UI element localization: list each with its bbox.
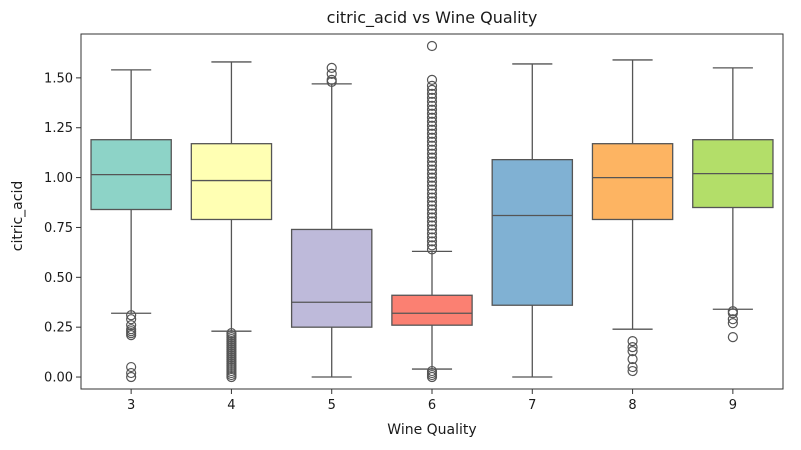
outlier-point	[126, 361, 137, 373]
outlier-point	[426, 152, 438, 163]
outlier-point	[426, 196, 438, 207]
outlier-point	[727, 314, 738, 325]
outlier-point	[426, 220, 438, 231]
outlier-point	[426, 40, 438, 52]
x-tick-label: 3	[127, 398, 135, 413]
outlier-point	[426, 188, 438, 199]
y-tick-label: 0.25	[44, 321, 73, 336]
plot-area: 0.00 0.25 0.50 0.75 1.00 1.25 1.50 3 4 5 6 7 8 9	[44, 33, 784, 413]
outlier-point	[426, 365, 438, 377]
outlier-point	[426, 116, 438, 127]
outlier-point	[126, 320, 137, 331]
outlier-point	[426, 80, 438, 91]
outlier-point	[426, 74, 438, 85]
outlier-point	[426, 104, 438, 115]
y-tick-label: 1.00	[44, 171, 73, 186]
x-tick-label: 8	[628, 398, 636, 413]
outlier-point	[426, 240, 438, 251]
outlier-point	[426, 136, 438, 147]
outlier-point	[426, 216, 438, 227]
x-tick-label: 4	[227, 398, 235, 413]
outlier-point	[126, 310, 137, 321]
outlier-point	[627, 353, 638, 365]
box-quality-6	[391, 294, 473, 326]
outlier-point	[426, 100, 438, 111]
outlier-point	[426, 224, 438, 235]
outlier-point	[426, 108, 438, 119]
outlier-point	[426, 132, 438, 143]
outlier-point	[426, 176, 438, 187]
outlier-point	[426, 236, 438, 247]
y-tick-label: 0.50	[44, 271, 73, 286]
outlier-point	[727, 332, 738, 343]
outlier-point	[426, 84, 438, 95]
outlier-point	[426, 160, 438, 171]
outlier-point	[426, 180, 438, 191]
outlier-point	[627, 365, 638, 377]
box-quality-5	[290, 228, 373, 328]
box-quality-8	[591, 143, 674, 221]
outlier-point	[126, 371, 137, 383]
outlier-point	[226, 371, 237, 383]
outlier-point	[126, 314, 137, 325]
y-axis-label: citric_acid	[10, 181, 26, 251]
outlier-point	[426, 156, 438, 167]
outlier-point	[426, 164, 438, 175]
outlier-point	[426, 232, 438, 243]
outlier-point	[126, 330, 137, 341]
y-tick-label: 1.25	[44, 121, 73, 136]
outlier-point	[426, 208, 438, 219]
outlier-point	[426, 148, 438, 159]
outlier-point	[727, 308, 738, 319]
x-axis-label: Wine Quality	[387, 422, 476, 438]
x-tick-label: 6	[428, 398, 436, 413]
outlier-point	[727, 318, 738, 329]
outlier-point	[426, 96, 438, 107]
outlier-point	[627, 346, 638, 357]
outlier-point	[426, 184, 438, 195]
outlier-point	[426, 144, 438, 155]
outlier-point	[426, 204, 438, 215]
outlier-point	[627, 361, 638, 373]
outlier-point	[426, 88, 438, 99]
box-quality-7	[491, 158, 574, 306]
outlier-point	[426, 120, 438, 131]
outlier-point	[426, 192, 438, 203]
outlier-point	[426, 172, 438, 183]
outlier-point	[426, 128, 438, 139]
outlier-point	[627, 336, 638, 347]
outlier-point	[126, 367, 137, 379]
plot-frame	[80, 33, 784, 390]
y-tick-label: 1.50	[44, 71, 73, 86]
outlier-point	[426, 92, 438, 103]
chart-title: citric_acid vs Wine Quality	[327, 8, 538, 28]
outlier-point	[627, 342, 638, 353]
x-tick-label: 7	[528, 398, 536, 413]
outlier-point	[426, 168, 438, 179]
y-tick-label: 0.00	[44, 371, 73, 386]
outlier-point	[426, 200, 438, 211]
outlier-point	[426, 140, 438, 151]
outlier-point	[426, 244, 438, 255]
outlier-point	[326, 62, 337, 74]
outlier-point	[326, 68, 337, 79]
outlier-point	[426, 228, 438, 239]
outlier-point	[326, 74, 337, 85]
box-quality-4	[190, 143, 273, 221]
x-tick-label: 9	[729, 398, 737, 413]
outlier-point	[426, 212, 438, 223]
y-tick-label: 0.75	[44, 221, 73, 236]
outlier-point	[426, 124, 438, 135]
outlier-point	[426, 112, 438, 123]
x-tick-label: 5	[328, 398, 336, 413]
